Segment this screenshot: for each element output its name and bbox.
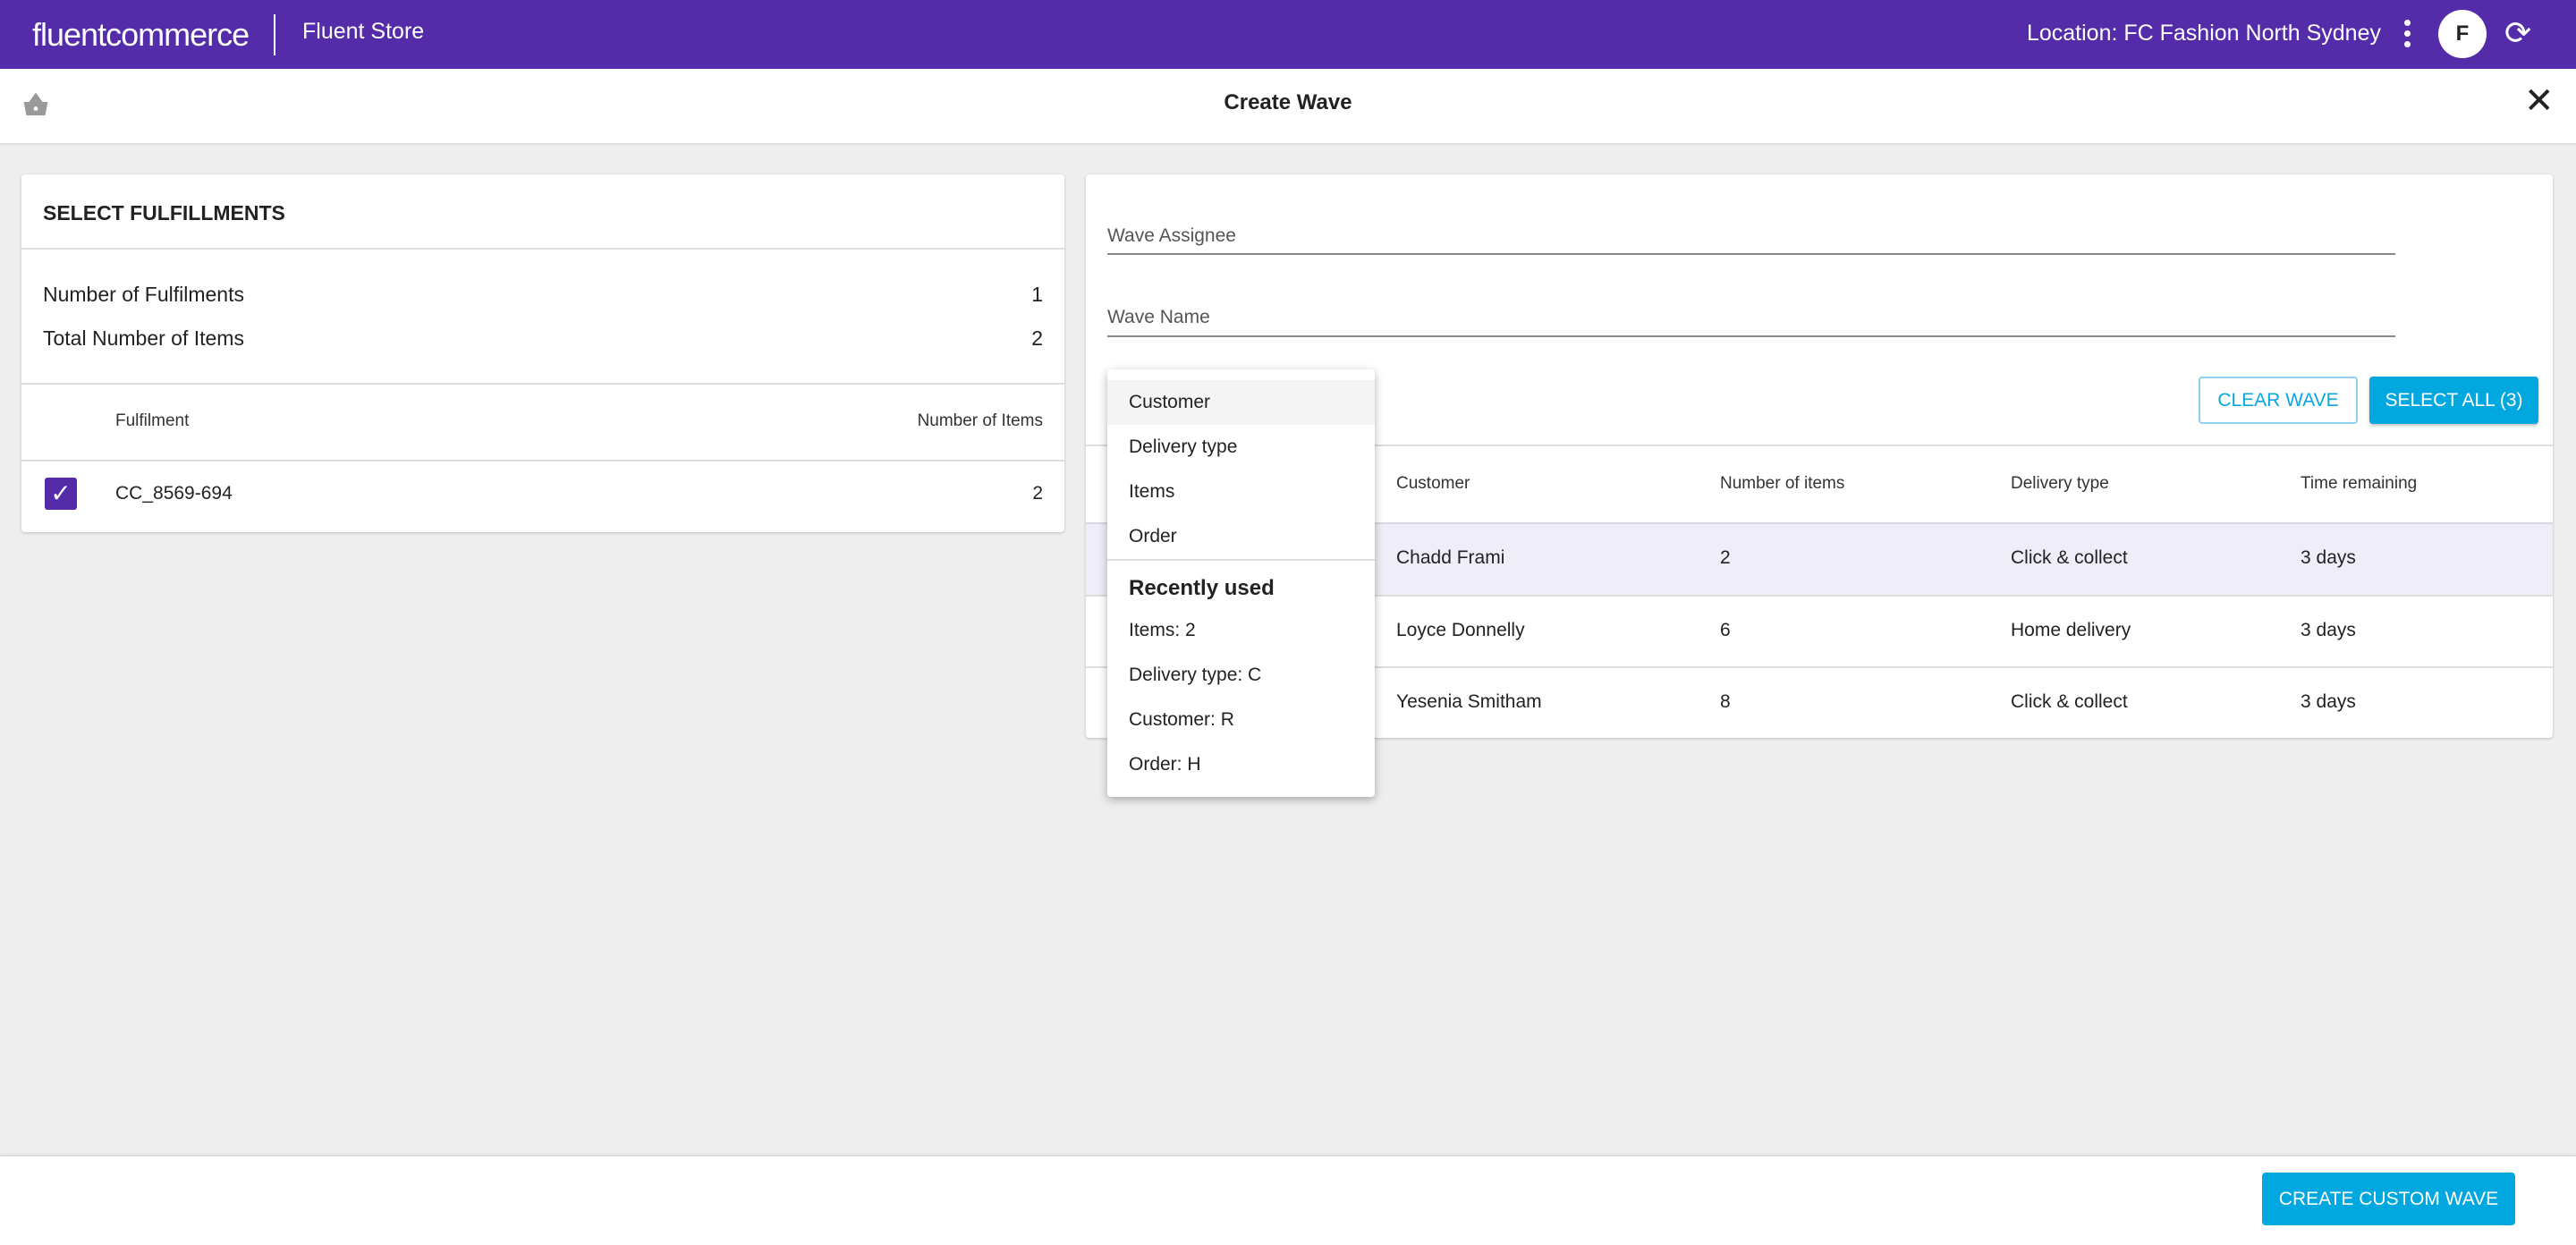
menu-item-order[interactable]: Order: [1129, 526, 1177, 546]
column-header: Number of Items: [917, 411, 1043, 430]
recently-used-heading: Recently used: [1129, 576, 1275, 600]
recent-item[interactable]: Items: 2: [1129, 620, 1196, 640]
column-header: Fulfilment: [115, 411, 190, 430]
select-fulfillments-panel: SELECT FULFILLMENTS Number of Fulfilment…: [21, 174, 1064, 532]
sync-icon[interactable]: ⟳: [2504, 14, 2532, 51]
items-cell: 2: [1720, 547, 1731, 568]
page-title: Create Wave: [1224, 90, 1352, 114]
column-header: Number of items: [1720, 474, 1845, 493]
column-header: Time remaining: [2301, 474, 2418, 493]
basket-icon: [23, 92, 48, 115]
recent-item[interactable]: Order: H: [1129, 754, 1201, 775]
menu-item-delivery-type[interactable]: Delivery type: [1129, 436, 1238, 457]
recent-item[interactable]: Customer: R: [1129, 709, 1234, 730]
summary-value: 1: [1031, 283, 1043, 306]
wave-assignee-input[interactable]: [1107, 253, 2395, 255]
top-bar: fluentcommerce Fluent Store Location: FC…: [0, 0, 2576, 69]
app-name: Fluent Store: [302, 19, 425, 44]
fulfilment-id: CC_8569-694: [115, 483, 233, 504]
wave-name-input[interactable]: [1107, 335, 2395, 337]
items-cell: 8: [1720, 691, 1731, 712]
time-cell: 3 days: [2301, 691, 2356, 712]
table-row[interactable]: Loyce Donnelly 6 Home delivery 3 days: [1086, 595, 2553, 666]
column-header: Customer: [1396, 474, 1470, 493]
avatar[interactable]: F: [2438, 10, 2487, 58]
create-custom-wave-button[interactable]: CREATE CUSTOM WAVE: [2262, 1173, 2515, 1225]
column-header: Delivery type: [2011, 474, 2109, 493]
page-header: Create Wave ✕: [0, 69, 2576, 145]
clear-wave-button[interactable]: CLEAR WAVE: [2199, 377, 2358, 424]
items-cell: 6: [1720, 620, 1731, 640]
filter-dropdown-menu: Customer Delivery type Items Order Recen…: [1107, 369, 1375, 797]
row-checkbox[interactable]: ✓: [45, 478, 77, 510]
time-cell: 3 days: [2301, 547, 2356, 568]
customer-cell: Loyce Donnelly: [1396, 620, 1525, 640]
close-icon[interactable]: ✕: [2524, 81, 2555, 121]
recent-item[interactable]: Delivery type: C: [1129, 665, 1262, 685]
location-selector[interactable]: Location: FC Fashion North Sydney: [2026, 21, 2381, 46]
customer-cell: Yesenia Smitham: [1396, 691, 1542, 712]
summary-label: Number of Fulfilments: [43, 283, 244, 306]
summary-value: 2: [1031, 326, 1043, 350]
wave-name-label: Wave Name: [1107, 307, 1210, 327]
time-cell: 3 days: [2301, 620, 2356, 640]
delivery-cell: Home delivery: [2011, 620, 2131, 640]
divider: [274, 14, 275, 55]
customer-cell: Chadd Frami: [1396, 547, 1505, 568]
panel-title: SELECT FULFILLMENTS: [43, 201, 285, 224]
table-row[interactable]: Yesenia Smitham 8 Click & collect 3 days: [1086, 666, 2553, 738]
summary-label: Total Number of Items: [43, 326, 244, 350]
more-options-icon[interactable]: [2402, 20, 2411, 50]
delivery-cell: Click & collect: [2011, 547, 2128, 568]
menu-item-items[interactable]: Items: [1129, 481, 1175, 502]
wave-assignee-label: Wave Assignee: [1107, 225, 1236, 246]
fluent-commerce-logo: fluentcommerce: [32, 16, 250, 53]
select-all-button[interactable]: SELECT ALL (3): [2369, 377, 2538, 424]
footer-bar: CREATE CUSTOM WAVE: [0, 1156, 2576, 1245]
menu-item-customer[interactable]: Customer: [1107, 380, 1375, 425]
delivery-cell: Click & collect: [2011, 691, 2128, 712]
fulfilment-items: 2: [1032, 483, 1043, 504]
